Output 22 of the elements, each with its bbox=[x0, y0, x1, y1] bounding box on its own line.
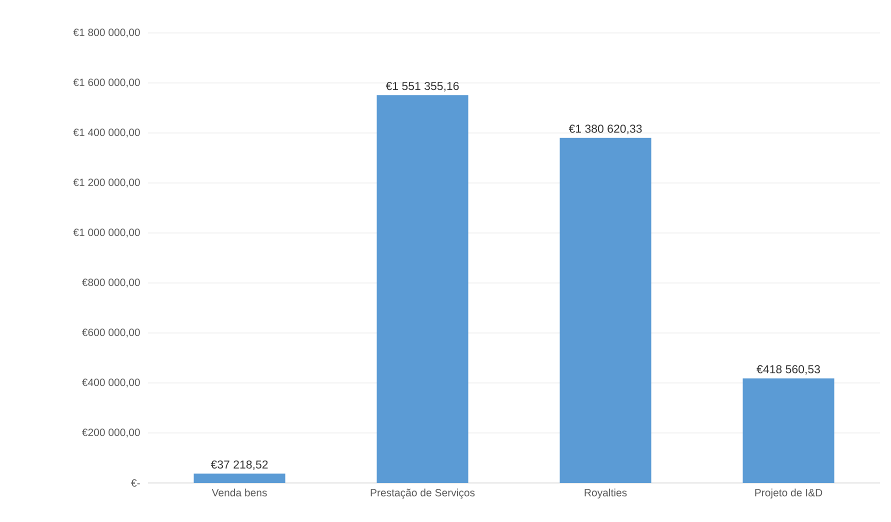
x-tick-label: Venda bens bbox=[212, 488, 267, 496]
data-label: €1 380 620,33 bbox=[568, 124, 642, 134]
y-tick-label: €1 600 000,00 bbox=[73, 78, 140, 88]
y-tick-label: €600 000,00 bbox=[82, 328, 140, 338]
x-tick-label: Prestação de Serviços bbox=[370, 488, 475, 499]
y-tick-label: €- bbox=[131, 479, 140, 487]
x-tick-label: Royalties bbox=[584, 488, 627, 498]
data-label: €1 551 355,16 bbox=[386, 82, 459, 92]
x-tick-label: Projeto de I&D bbox=[755, 488, 822, 498]
y-tick-label: €400 000,00 bbox=[82, 378, 140, 388]
y-tick-label: €1 000 000,00 bbox=[73, 228, 140, 238]
bar bbox=[742, 378, 834, 483]
y-tick-label: €1 400 000,00 bbox=[73, 128, 140, 138]
data-label: €37 218,52 bbox=[210, 460, 268, 470]
bar bbox=[560, 138, 652, 483]
data-label: €418 560,53 bbox=[756, 365, 820, 375]
y-tick-label: €1 200 000,00 bbox=[73, 178, 140, 188]
bar bbox=[376, 95, 468, 483]
y-tick-label: €800 000,00 bbox=[82, 278, 140, 288]
y-tick-label: €1 800 000,00 bbox=[73, 28, 140, 38]
bar bbox=[194, 474, 286, 483]
y-tick-label: €200 000,00 bbox=[82, 428, 140, 438]
